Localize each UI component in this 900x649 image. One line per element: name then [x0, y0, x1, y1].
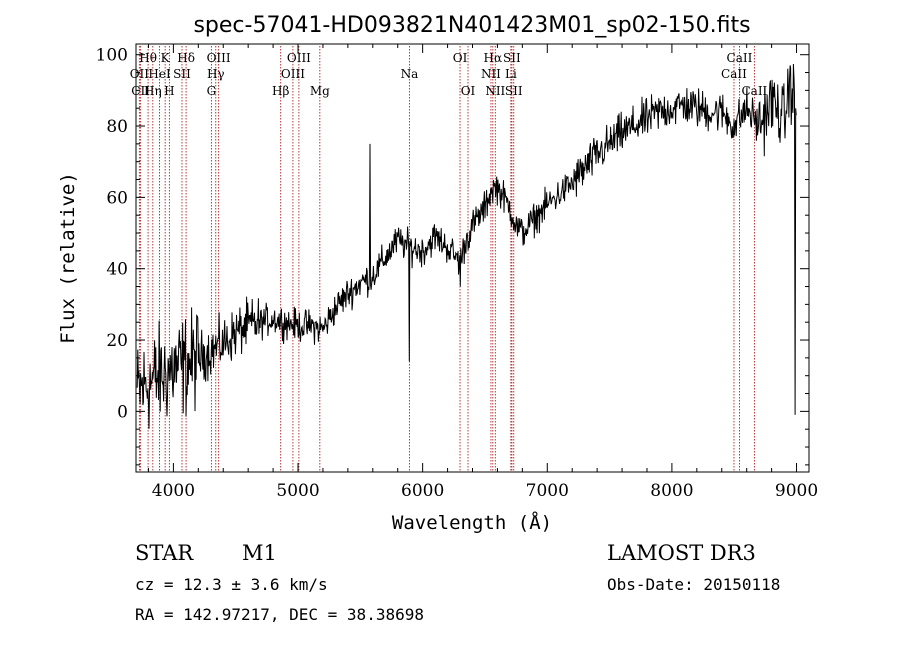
- y-tick-label: 40: [106, 260, 128, 280]
- line-label: OI: [453, 51, 468, 65]
- redshift-velocity: cz = 12.3 ± 3.6 km/s: [135, 575, 328, 594]
- line-label: G: [207, 84, 217, 98]
- line-label: OI: [461, 84, 476, 98]
- line-label: OII: [130, 67, 150, 81]
- line-label: HeI: [148, 67, 171, 81]
- chart-title: spec-57041-HD093821N401423M01_sp02-150.f…: [193, 13, 750, 38]
- line-label: Na: [401, 67, 419, 81]
- line-label: OIII: [287, 51, 311, 65]
- line-label: Hδ: [177, 51, 195, 65]
- object-subclass: M1: [242, 541, 277, 565]
- line-label: Mg: [310, 84, 330, 98]
- x-tick-label: 7000: [526, 481, 569, 501]
- y-tick-label: 80: [106, 117, 128, 137]
- y-tick-label: 0: [117, 402, 128, 422]
- x-axis: 4000 5000 6000 7000 8000 9000: [147, 44, 818, 501]
- line-label: SII: [173, 67, 191, 81]
- object-class: STAR: [135, 541, 194, 565]
- coordinates: RA = 142.97217, DEC = 38.38698: [135, 605, 424, 624]
- y-tick-label: 60: [106, 188, 128, 208]
- y-tick-label: 20: [106, 331, 128, 351]
- line-label: OIII: [281, 67, 305, 81]
- line-label: Li: [505, 67, 517, 81]
- line-label: Hη: [144, 84, 162, 98]
- line-label: NII: [481, 67, 501, 81]
- observation-date: Obs-Date: 20150118: [607, 575, 781, 594]
- line-label: CaII: [741, 84, 767, 98]
- line-label-layer: OIICIIHθHηHeIKHSIIHδGHγOIIIHβOIIIOIIIMgN…: [130, 51, 768, 98]
- x-tick-label: 6000: [401, 481, 444, 501]
- line-label: NII: [485, 84, 505, 98]
- spectrum-line: [136, 63, 797, 429]
- x-tick-label: 9000: [775, 481, 818, 501]
- line-label: Hβ: [272, 84, 289, 98]
- line-label: CaII: [727, 51, 753, 65]
- x-tick-label: 5000: [276, 481, 319, 501]
- survey-name: LAMOST DR3: [607, 541, 756, 565]
- line-label: OIII: [207, 51, 231, 65]
- x-axis-label: Wavelength (Å): [392, 511, 552, 534]
- line-label: SII: [503, 51, 521, 65]
- line-label: Hγ: [207, 67, 225, 81]
- line-label: Hθ: [139, 51, 157, 65]
- line-label: H: [164, 84, 174, 98]
- line-label: K: [161, 51, 171, 65]
- y-axis: 0 20 40 60 80 100: [96, 46, 809, 466]
- line-label: SII: [505, 84, 523, 98]
- line-label: CaII: [721, 67, 747, 81]
- line-label: Hα: [484, 51, 503, 65]
- x-tick-label: 8000: [650, 481, 693, 501]
- y-tick-label: 100: [96, 46, 128, 66]
- y-axis-label: Flux (relative): [57, 172, 79, 344]
- x-tick-label: 4000: [152, 481, 195, 501]
